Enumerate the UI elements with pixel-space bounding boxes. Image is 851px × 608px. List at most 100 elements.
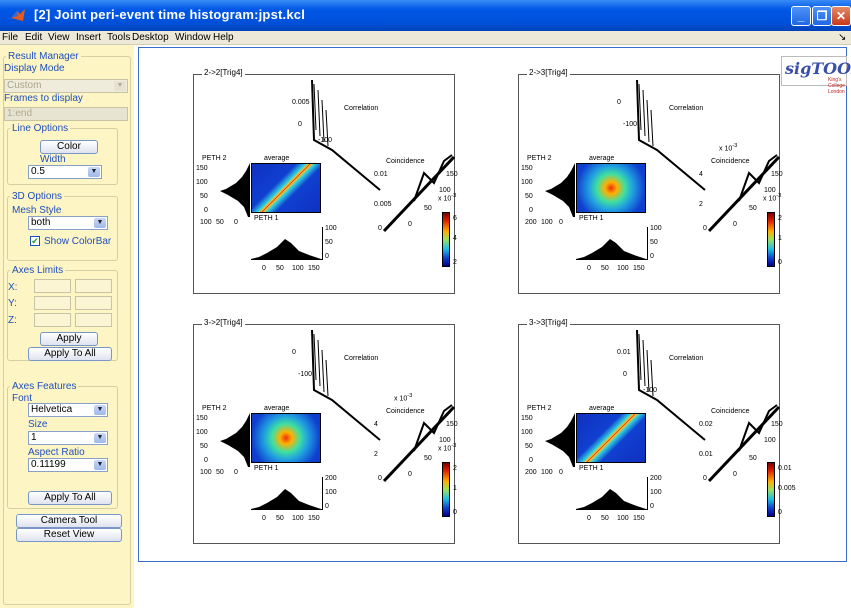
coinc-bottom-tick-1: 50 — [424, 205, 432, 212]
frames-label: Frames to display — [4, 93, 83, 104]
menu-help[interactable]: Help — [213, 32, 234, 43]
color-button[interactable]: Color — [40, 140, 98, 154]
apply-to-all-features-button[interactable]: Apply To All — [28, 491, 112, 505]
display-mode-value: Custom — [7, 80, 42, 91]
coinc-tick-0: 4 — [699, 171, 703, 178]
menu-dock-arrow-icon[interactable]: ↘ — [838, 32, 847, 43]
frames-input[interactable]: 1:end — [4, 107, 128, 121]
coinc-bottom-tick-2: 100 — [439, 437, 451, 444]
apply-button[interactable]: Apply — [40, 332, 98, 346]
coinc-bottom-tick-3: 150 — [446, 171, 458, 178]
z-min-input[interactable] — [34, 313, 71, 327]
coinc-bottom-tick-2: 100 — [764, 437, 776, 444]
aspect-ratio-select[interactable]: 0.11199 ▼ — [28, 458, 108, 472]
peth2-x-tick-0: 100 — [200, 219, 212, 226]
chevron-down-icon: ▼ — [88, 167, 100, 177]
colorbar — [767, 212, 775, 267]
minimize-button[interactable]: _ — [791, 6, 811, 26]
menu-insert[interactable]: Insert — [76, 32, 102, 43]
result-manager-group: Result Manager — [3, 51, 131, 605]
peth2-x-tick-0: 200 — [525, 469, 537, 476]
peth1-y-axis — [647, 477, 648, 510]
coinc-tick-2: 0 — [703, 225, 707, 232]
coinc-tick-1: 0.005 — [374, 201, 392, 208]
3d-options-legend: 3D Options — [12, 191, 63, 202]
z-limit-label: Z: — [8, 315, 17, 326]
close-button[interactable]: ✕ — [831, 6, 851, 26]
panel-title: 3->3[Trig4] — [527, 318, 570, 327]
jpeth-panel-2: 2->3[Trig4] Correlation 0 -100 Coincidence x … — [518, 68, 783, 294]
font-select[interactable]: Helvetica ▼ — [28, 403, 108, 417]
y-min-input[interactable] — [34, 296, 71, 310]
peth1-bottom-tick-0: 0 — [587, 265, 591, 272]
coinc-bottom-tick-1: 50 — [424, 455, 432, 462]
chevron-down-icon: ▼ — [94, 433, 106, 443]
peth2-tick-3: 0 — [529, 457, 533, 464]
peth2-x-tick-2: 0 — [234, 469, 238, 476]
corr-tick-0: 0 — [292, 349, 296, 356]
mesh-style-select[interactable]: both ▼ — [28, 216, 108, 230]
menu-file[interactable]: File — [2, 32, 19, 43]
peth1-bottom-tick-2: 100 — [617, 265, 629, 272]
display-mode-select[interactable]: Custom ▼ — [4, 79, 128, 93]
peth1-bottom-tick-0: 0 — [262, 515, 266, 522]
coinc-tick-2: 0 — [703, 475, 707, 482]
chevron-down-icon: ▼ — [94, 405, 106, 415]
colorbar-tick-2: 2 — [453, 259, 457, 266]
peth2-histogram — [220, 163, 250, 217]
peth1-bottom-tick-2: 100 — [292, 515, 304, 522]
camera-tool-button[interactable]: Camera Tool — [16, 514, 122, 528]
colorbar-exp-base: x 10 — [438, 445, 452, 453]
coinc-bottom-tick-0: 0 — [733, 471, 737, 478]
average-heatmap — [576, 163, 646, 213]
menu-window[interactable]: Window — [175, 32, 211, 43]
peth2-x-tick-2: 0 — [234, 219, 238, 226]
coinc-tick-1: 2 — [699, 201, 703, 208]
peth2-histogram — [545, 163, 575, 217]
corr-tick-0: 0.005 — [292, 99, 310, 106]
z-max-input[interactable] — [75, 313, 112, 327]
menu-tools[interactable]: Tools — [107, 32, 131, 43]
reset-view-button[interactable]: Reset View — [16, 528, 122, 542]
coincidence-label: Coincidence — [386, 408, 425, 415]
apply-to-all-button[interactable]: Apply To All — [28, 347, 112, 361]
peth1-bottom-tick-1: 50 — [276, 515, 284, 522]
colorbar — [442, 462, 450, 517]
peth1-x-axis — [251, 509, 323, 510]
size-select[interactable]: 1 ▼ — [28, 431, 108, 445]
restore-button[interactable]: ❐ — [812, 6, 832, 26]
average-heatmap — [251, 163, 321, 213]
y-max-input[interactable] — [75, 296, 112, 310]
corr-tick-0: 0 — [617, 99, 621, 106]
peth1-bottom-tick-1: 50 — [601, 515, 609, 522]
peth1-histogram — [251, 239, 321, 259]
peth1-label: PETH 1 — [579, 465, 604, 472]
average-label: average — [589, 405, 615, 412]
panel-title: 2->2[Trig4] — [202, 68, 245, 77]
menu-desktop[interactable]: Desktop — [132, 32, 169, 43]
colorbar — [442, 212, 450, 267]
coinc-tick-0: 0.02 — [699, 421, 713, 428]
coinc-bottom-tick-0: 0 — [733, 221, 737, 228]
menu-edit[interactable]: Edit — [25, 32, 43, 43]
jpeth-panel-4: 3->3[Trig4] Correlation 0.01 0 -100 Coinciden… — [518, 318, 796, 544]
x-max-input[interactable] — [75, 279, 112, 293]
colorbar-tick-1: 1 — [453, 485, 457, 492]
menu-view[interactable]: View — [48, 32, 70, 43]
peth1-right-tick-2: 0 — [650, 253, 654, 260]
x-min-input[interactable] — [34, 279, 71, 293]
x-limit-label: X: — [8, 282, 18, 293]
peth1-histogram — [251, 489, 321, 509]
width-select[interactable]: 0.5 ▼ — [28, 165, 102, 179]
peth2-label: PETH 2 — [527, 405, 552, 412]
show-colorbar-checkbox[interactable]: ✔ — [30, 236, 40, 246]
peth2-x-tick-2: 0 — [559, 219, 563, 226]
correlation-plot — [311, 329, 381, 441]
peth1-right-tick-1: 100 — [650, 489, 662, 496]
peth1-right-tick-2: 0 — [325, 503, 329, 510]
peth2-x-tick-0: 200 — [525, 219, 537, 226]
average-label: average — [264, 405, 290, 412]
coinc-bottom-tick-0: 0 — [408, 471, 412, 478]
panel-title: 2->3[Trig4] — [527, 68, 570, 77]
colorbar-tick-2: 0 — [778, 259, 782, 266]
